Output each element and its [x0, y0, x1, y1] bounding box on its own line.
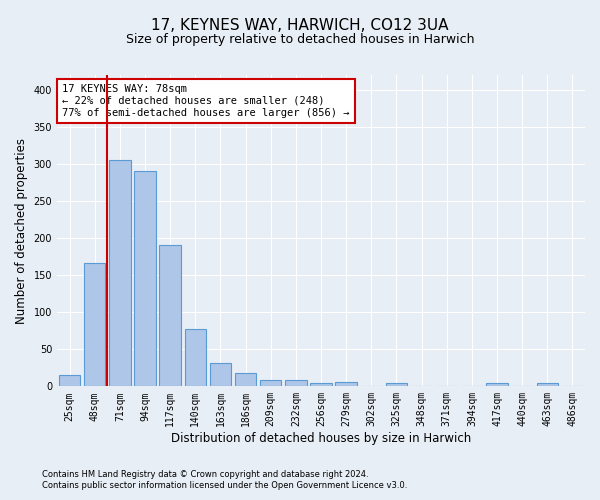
Text: Contains public sector information licensed under the Open Government Licence v3: Contains public sector information licen…: [42, 481, 407, 490]
Bar: [335, 382, 357, 386]
Bar: [487, 384, 508, 386]
Bar: [59, 375, 80, 386]
Text: 17, KEYNES WAY, HARWICH, CO12 3UA: 17, KEYNES WAY, HARWICH, CO12 3UA: [151, 18, 449, 32]
Bar: [134, 172, 156, 386]
Bar: [536, 384, 558, 386]
Bar: [210, 362, 231, 386]
Bar: [235, 373, 256, 386]
Text: Size of property relative to detached houses in Harwich: Size of property relative to detached ho…: [126, 32, 474, 46]
Bar: [84, 262, 106, 386]
Bar: [109, 160, 131, 386]
Y-axis label: Number of detached properties: Number of detached properties: [15, 138, 28, 324]
Text: Contains HM Land Registry data © Crown copyright and database right 2024.: Contains HM Land Registry data © Crown c…: [42, 470, 368, 479]
Bar: [160, 245, 181, 386]
X-axis label: Distribution of detached houses by size in Harwich: Distribution of detached houses by size …: [171, 432, 471, 445]
Text: 17 KEYNES WAY: 78sqm
← 22% of detached houses are smaller (248)
77% of semi-deta: 17 KEYNES WAY: 78sqm ← 22% of detached h…: [62, 84, 350, 117]
Bar: [386, 382, 407, 386]
Bar: [285, 380, 307, 386]
Bar: [310, 382, 332, 386]
Bar: [260, 380, 281, 386]
Bar: [185, 330, 206, 386]
